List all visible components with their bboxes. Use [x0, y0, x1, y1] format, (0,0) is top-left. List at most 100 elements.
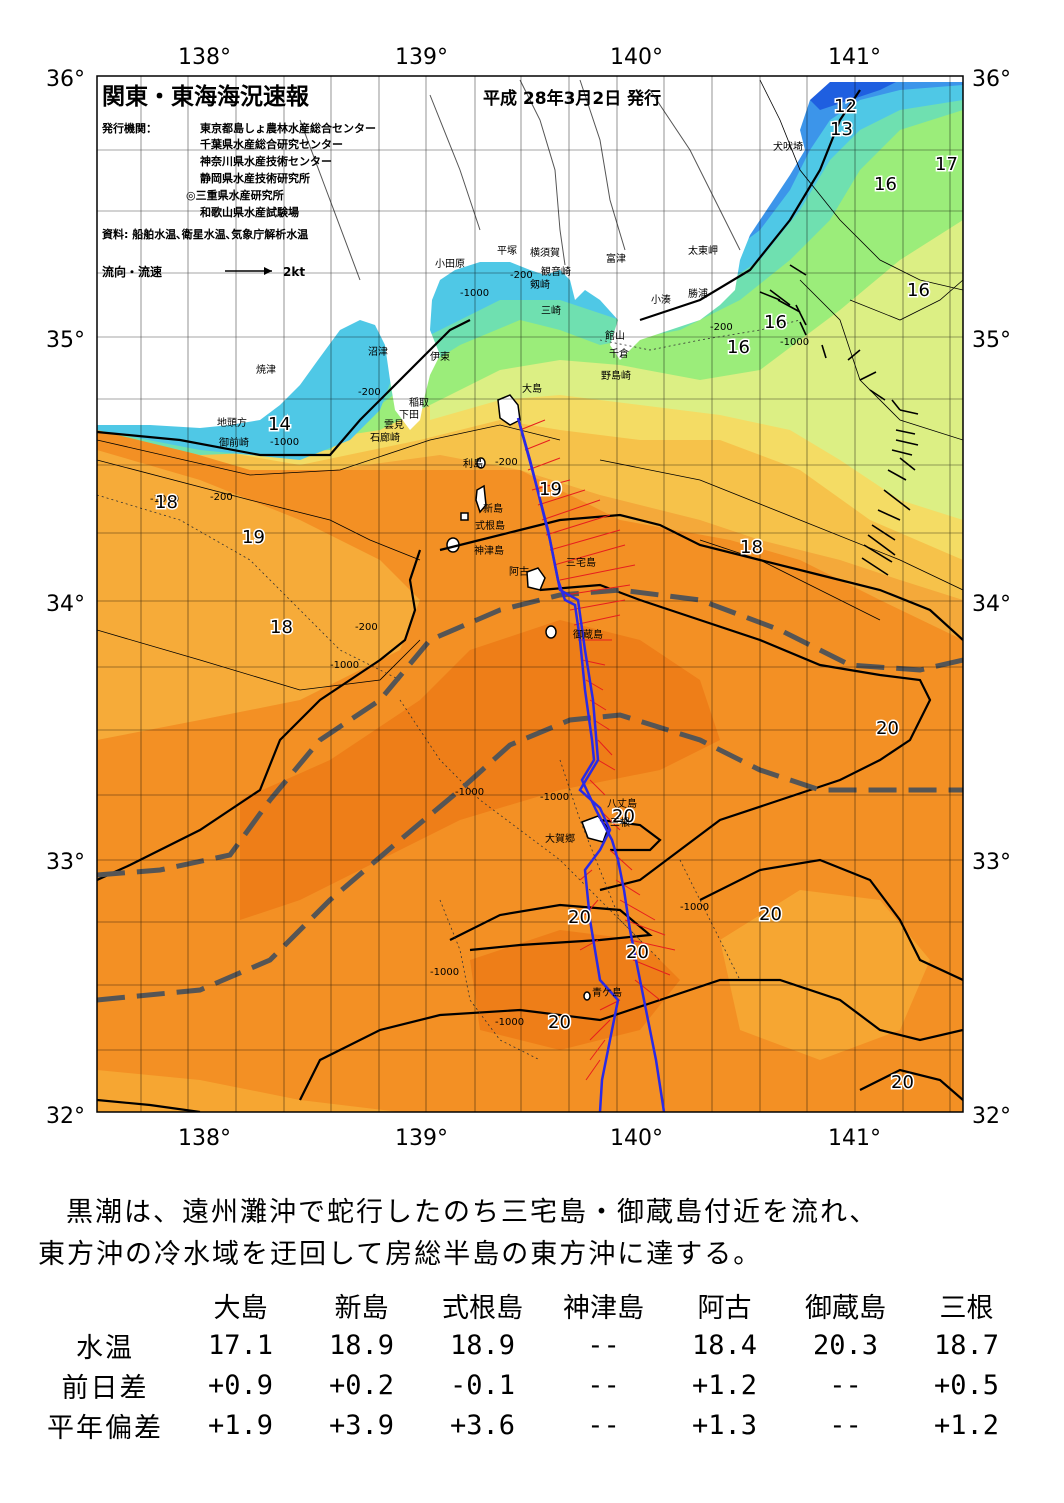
isotherm-label: 17: [935, 154, 958, 175]
summary-line: 東方沖の冷水域を迂回して房総半島の東方沖に達する。: [38, 1239, 763, 1270]
place-label: 阿古: [509, 565, 529, 578]
normal-axis-lines: [97, 587, 963, 1003]
place-label: 式根島: [475, 519, 505, 532]
lon-label-bottom: 139°: [395, 1126, 448, 1151]
place-label: 剱崎: [530, 278, 550, 291]
row-label: 前日差: [61, 1372, 149, 1404]
isotherm-label: 19: [539, 479, 562, 500]
issuer: 千葉県水産総合研究センター: [200, 137, 343, 151]
depth-label: -1000: [495, 1017, 524, 1028]
place-label: 八丈島: [607, 797, 637, 810]
issuer: 神奈川県水産技術センター: [200, 154, 332, 168]
column-header: 大島: [213, 1292, 268, 1324]
lon-label-bottom: 140°: [610, 1126, 663, 1151]
lon-label-top: 140°: [610, 45, 663, 70]
table-header-row: 大島 新島 式根島 神津島 阿古 御蔵島 三根: [30, 1285, 1027, 1325]
current-vectors: [759, 264, 919, 576]
table-cell: +1.2: [933, 1409, 1000, 1441]
axis-labels: 138° 139° 140° 141° 138° 139° 140° 141° …: [46, 45, 1011, 1151]
lon-label-top: 141°: [828, 45, 881, 70]
place-label: 新島: [483, 502, 503, 515]
place-label: 三根: [610, 816, 630, 829]
isotherm-label: 16: [907, 280, 930, 301]
table-cell: 18.9: [328, 1329, 395, 1361]
issuer: ◎三重県水産研究所: [186, 188, 284, 202]
isotherm-label: 20: [612, 806, 635, 827]
place-label: 焼津: [256, 364, 276, 376]
map-header: 関東・東海海況速報 平成 28年3月2日 発行 発行機関： 東京都島しょ農林水産…: [101, 83, 661, 279]
place-label: 伊東: [430, 350, 450, 363]
lon-label-bottom: 141°: [828, 1126, 881, 1151]
table-cell: --: [587, 1329, 620, 1361]
column-header: 三根: [939, 1292, 994, 1324]
depth-label: -200: [355, 622, 378, 633]
place-label: 雲見: [384, 419, 404, 431]
lat-label-right: 32°: [972, 1104, 1011, 1129]
table-row: 平年偏差 +1.9 +3.9 +3.6 -- +1.3 -- +1.2: [30, 1405, 1027, 1445]
issuer: 静岡県水産技術研究所: [200, 171, 310, 185]
row-label: 水温: [76, 1332, 134, 1364]
isotherm-label: 20: [568, 907, 591, 928]
column-header: 新島: [334, 1292, 389, 1324]
summary-line: 黒潮は、遠州灘沖で蛇行したのち三宅島・御蔵島付近を流れ、: [66, 1197, 879, 1228]
table-cell: 17.1: [207, 1329, 274, 1361]
place-label: 野島崎: [601, 369, 631, 382]
ship-track: [516, 417, 676, 1112]
depth-label: -200: [210, 492, 233, 503]
place-label: 石廊崎: [370, 431, 400, 444]
table-cell: +0.5: [933, 1369, 1000, 1401]
depth-label: -1000: [540, 792, 569, 803]
issue-date: 平成 28年3月2日 発行: [483, 88, 661, 109]
lat-label-right: 34°: [972, 592, 1011, 617]
table-row: 水温 17.1 18.9 18.9 -- 18.4 20.3 18.7: [30, 1325, 1027, 1365]
isotherm-label: 16: [874, 174, 897, 195]
place-label: 下田: [399, 410, 419, 421]
place-label: 観音崎: [541, 265, 571, 278]
isotherm-label: 19: [242, 527, 265, 548]
column-header: 式根島: [442, 1292, 523, 1324]
depth-label: -1000: [455, 787, 484, 798]
isotherm-label: 14: [268, 414, 291, 435]
table-cell: 18.7: [933, 1329, 1000, 1361]
place-label: 千倉: [609, 347, 629, 360]
data-source: 資料: 船舶水温､衛星水温､気象庁解析水温: [102, 227, 308, 241]
sst-table: 大島 新島 式根島 神津島 阿古 御蔵島 三根 水温 17.1 18.9 18.…: [30, 1285, 1027, 1445]
table-cell: +1.2: [691, 1369, 758, 1401]
place-label: 小湊: [651, 293, 671, 306]
place-label: 利島: [463, 457, 483, 470]
place-label: 勝浦: [688, 287, 708, 300]
lat-label-left: 33°: [46, 850, 85, 875]
sea-condition-map: -1000 -1000 -1000 -1000 -1000 -1000 -100…: [46, 45, 1011, 1151]
place-label: 三宅島: [566, 556, 596, 569]
depth-label: -200: [510, 270, 533, 281]
place-label: 平塚: [497, 245, 517, 257]
place-label: 神津島: [474, 544, 504, 557]
map-frame: [96, 75, 964, 1113]
lat-lon-grid: [97, 76, 963, 1112]
legend-label: 流向・流速: [102, 264, 162, 279]
place-label: 富津: [606, 252, 626, 265]
depth-label: -200: [495, 457, 518, 468]
lat-label-right: 35°: [972, 328, 1011, 353]
isotherm-label: 16: [764, 312, 787, 333]
place-names: 犬吠埼 太東岬 勝浦 小湊 富津 館山 千倉 野島崎 横須賀 観音崎 剱崎 三崎…: [217, 140, 803, 999]
isotherm-label: 12: [834, 96, 857, 117]
place-label: 横須賀: [530, 246, 560, 259]
table-cell: --: [587, 1369, 620, 1401]
depth-label: -1000: [150, 494, 179, 505]
isotherm-label: 18: [740, 537, 763, 558]
depth-label: -1000: [460, 288, 489, 299]
lon-label-bottom: 138°: [178, 1126, 231, 1151]
table-cell: +3.9: [328, 1409, 395, 1441]
place-label: 御蔵島: [573, 628, 603, 641]
depth-label: -1000: [680, 902, 709, 913]
lat-label-left: 36°: [46, 67, 85, 92]
issuer: 和歌山県水産試験場: [200, 205, 299, 219]
isotherm-label: 20: [626, 942, 649, 963]
depth-label: -1000: [270, 437, 299, 448]
table-cell: +1.3: [691, 1409, 758, 1441]
isotherm-label: 20: [876, 718, 899, 739]
place-label: 大賀郷: [545, 832, 575, 845]
issuer: 東京都島しょ農林水産総合センター: [200, 121, 376, 135]
legend-scale: 2kt: [283, 265, 305, 279]
